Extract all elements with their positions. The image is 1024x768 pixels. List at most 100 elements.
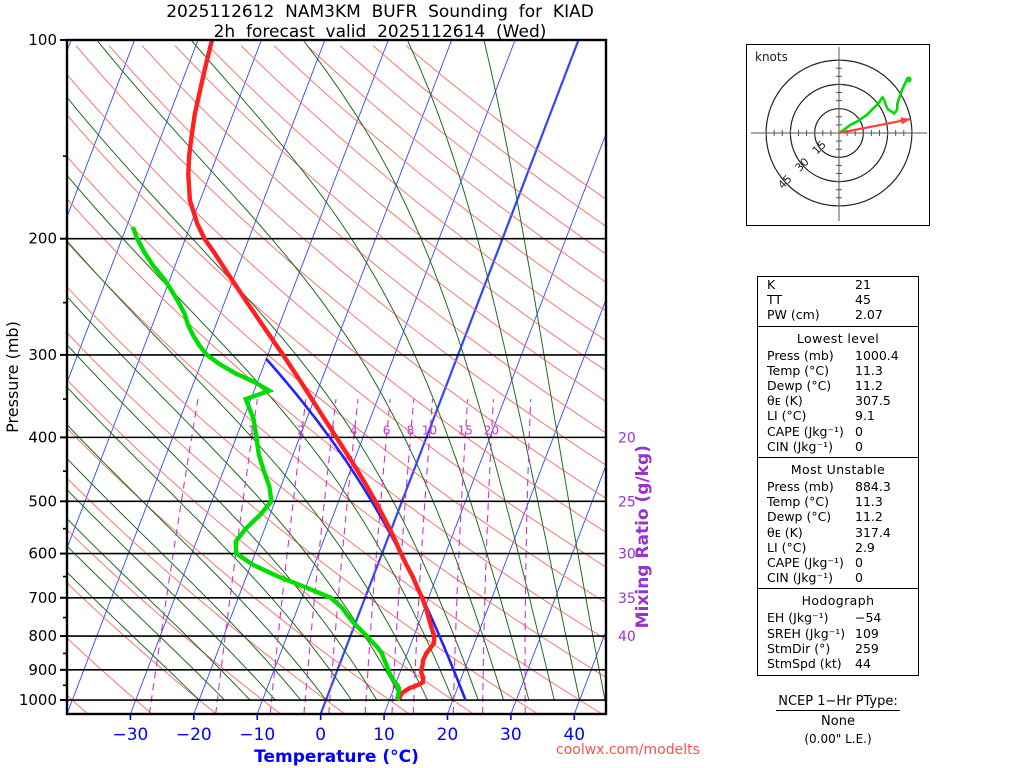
stats-row-value: 44 [855,656,871,672]
dry-adiabat-line [67,241,606,678]
dry-adiabat-line [67,73,606,533]
temperature-tick-label: 40 [563,725,585,745]
temperature-tick-label: −20 [176,725,212,745]
stats-row-key: Dewp (°C) [767,378,832,394]
dry-adiabat-line [67,114,606,568]
stats-row-value: 45 [855,292,871,308]
stats-row-key: StmSpd (kt) [767,656,842,672]
stats-row-value: 11.2 [855,509,883,525]
moist-adiabat-line [96,40,505,701]
dry-adiabat-line [240,45,606,342]
dry-adiabat-line [67,477,346,714]
mixing-ratio-line [412,399,434,714]
storm-motion-arrowhead [900,117,911,125]
moist-adiabat-line [67,457,301,701]
dry-adiabat-line [67,286,603,714]
pressure-tick-label: 600 [28,545,57,563]
stats-row: Press (mb) 1000.4 [758,348,918,363]
stats-row: CIN (Jkg⁻¹) 0 [758,439,918,454]
mixing-ratio-line [452,399,469,714]
hodograph-panel: 15 30 45 knots [746,44,930,226]
right-axis-tick-label: 35 [618,591,636,607]
stats-row-value: 0 [855,423,863,439]
mixing-ratio-line [391,399,415,714]
isotherm-line [67,40,326,714]
moist-adiabat-line [302,40,555,701]
skewt-svg: 1 2 3 4 6 8 10 15 201002003004005006007008009001… [3,31,653,767]
pressure-tick-label: 100 [28,31,57,49]
mixing-ratio-label: 15 [458,423,473,437]
temperature-tick-label: −30 [112,725,148,745]
temperature-tick-label: 20 [437,725,459,745]
isotherm-line [383,132,606,714]
title-line-2: 2h forecast valid 2025112614 (Wed) [213,22,547,42]
hodograph-trace [838,78,909,135]
stats-row-key: EH (Jkg⁻¹) [767,610,829,626]
pressure-tick-label: 200 [28,230,57,248]
stats-hodograph-section: Hodograph EH (Jkg⁻¹) −54 SREH (Jkg⁻¹) 109 Stm… [758,590,918,671]
temperature-tick-label: 30 [500,725,522,745]
stats-row-value: 2.07 [855,307,883,323]
mixing-ratio-line [269,399,307,714]
stats-row: EH (Jkg⁻¹) −54 [758,610,918,625]
dry-adiabat-line [174,45,606,403]
stats-lowest-level-section: Lowest level Press (mb) 1000.4 Temp (°C) 11.… [758,328,918,454]
ptype-liquid-equivalent: (0.00" L.E.) [804,732,872,746]
stats-divider-3 [758,588,918,590]
mixing-ratio-label: 6 [383,423,391,437]
right-axis-label: Mixing Ratio (g/kg) [633,445,653,628]
mixing-ratio-label: 4 [350,423,358,437]
stats-row: CAPE (Jkg⁻¹) 0 [758,424,918,439]
stats-row-key: Press (mb) [767,479,834,495]
stats-row-key: CAPE (Jkg⁻¹) [767,423,844,439]
stats-row-key: CIN (Jkg⁻¹) [767,570,833,586]
stats-row: K 21 [758,277,918,292]
stats-row: Temp (°C) 11.3 [758,363,918,378]
stats-row-key: CIN (Jkg⁻¹) [767,438,833,454]
stats-row-key: K [767,277,776,292]
stats-row: CAPE (Jkg⁻¹) 0 [758,555,918,570]
stats-row: Press (mb) 884.3 [758,479,918,494]
moist-adiabat-line [67,96,479,701]
moist-adiabat-line [67,517,251,701]
pressure-tick-label: 800 [28,627,57,645]
dry-adiabat-line [207,45,606,372]
dry-adiabat-line [67,529,281,714]
right-axis-tick-label: 25 [618,494,636,510]
hodograph-background [747,45,927,223]
sounding-stats-panel: K 21 TT 45 PW (cm) 2.07 Lowest level Press (mb… [757,276,919,676]
stats-row-value: 884.3 [855,479,891,495]
right-axis-tick-label: 20 [618,430,636,446]
stats-row-value: 9.1 [855,408,875,424]
pressure-tick-label: 900 [28,661,57,679]
stats-row: PW (cm) 2.07 [758,307,918,322]
dry-adiabat-line [67,637,153,714]
x-axis-label: Temperature (°C) [254,747,419,767]
stats-row-key: Temp (°C) [767,362,830,378]
moist-adiabat-line [190,40,530,701]
dry-adiabat-line [75,45,606,499]
moist-adiabat-line [67,240,428,701]
stats-row-value: 0 [855,438,863,454]
mixing-ratio-line [328,399,359,714]
isotherm-line [319,40,580,714]
stats-section-header: Most Unstable [790,462,886,478]
mixing-ratio-line [482,399,494,714]
temperature-tick-label: 0 [315,725,326,745]
stats-row: CIN (Jkg⁻¹) 0 [758,570,918,585]
moist-adiabat-line [67,488,276,701]
moist-adiabat-line [67,423,327,701]
dry-adiabat-line [67,198,606,641]
stats-row-value: 21 [855,277,871,292]
temperature-tick-label: 10 [373,725,395,745]
skewt-diagram: 1 2 3 4 6 8 10 15 20 100 200 300 400 500 600 700 800 900 1… [3,31,653,767]
isotherm-line [447,298,606,714]
ptype-header: NCEP 1−Hr PType: [776,694,900,711]
stats-row-value: −54 [855,610,882,626]
moist-adiabat-line [67,571,200,701]
isotherm-line [67,40,262,550]
stats-row: θᴇ (K) 307.5 [758,393,918,408]
pressure-tick-label: 700 [28,589,57,607]
stats-row-value: 0 [855,570,863,586]
